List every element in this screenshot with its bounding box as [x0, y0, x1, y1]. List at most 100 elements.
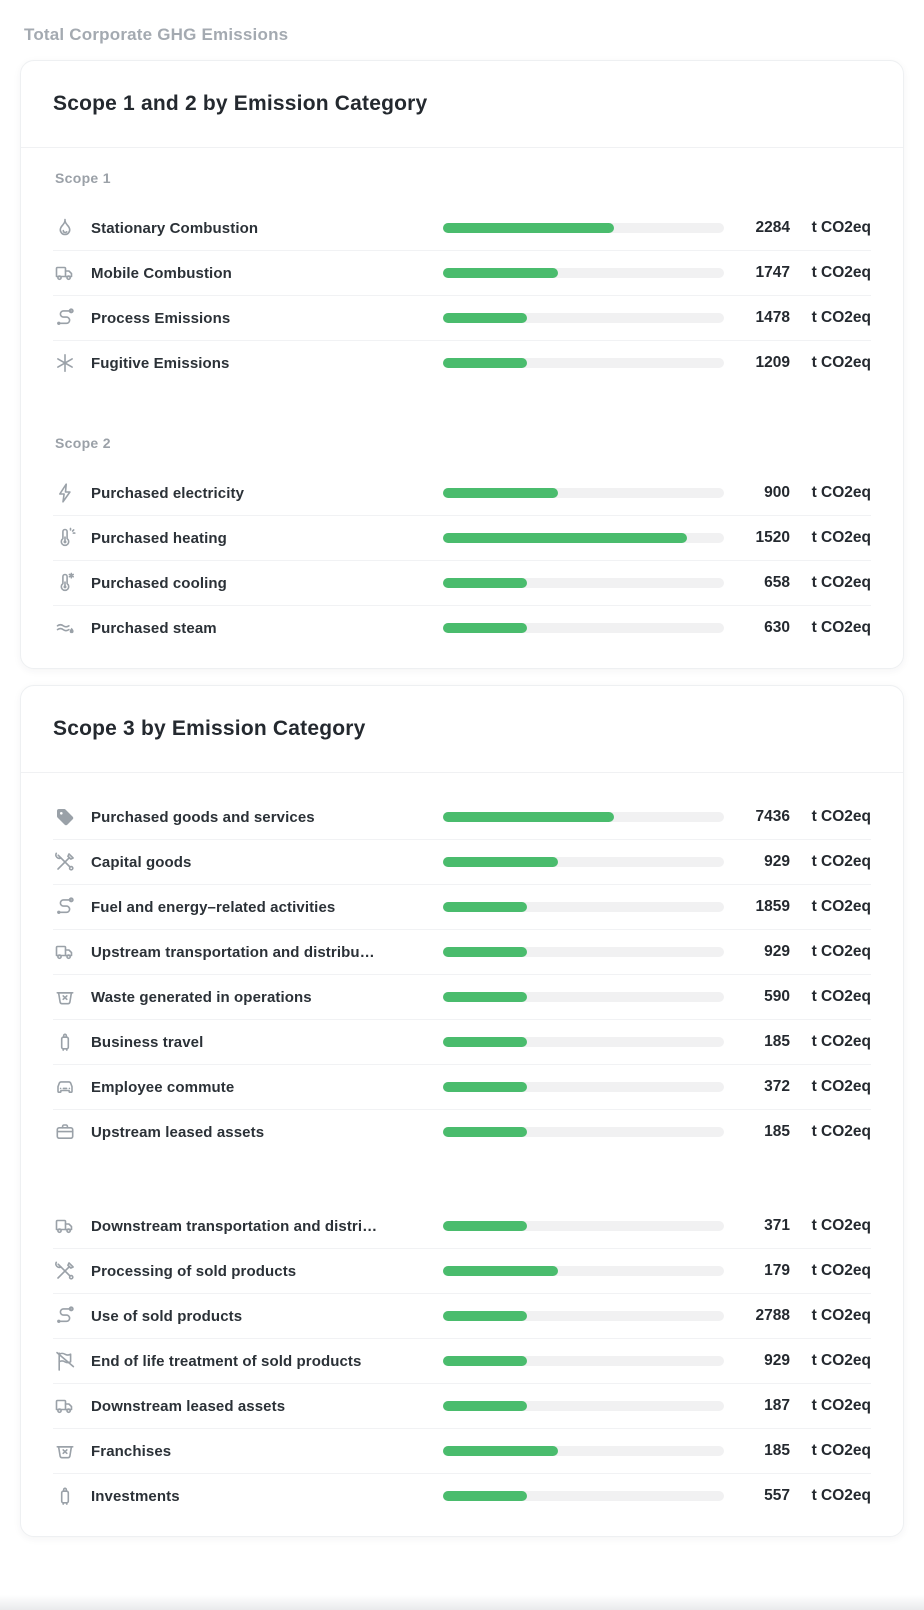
emission-row: Franchises 185 t CO2eq: [53, 1428, 871, 1473]
emission-bar: [443, 857, 724, 867]
emission-bar-fill: [443, 1356, 528, 1366]
emission-row: Downstream leased assets 187 t CO2eq: [53, 1383, 871, 1428]
truck-icon: [53, 1214, 77, 1238]
card-body: Purchased goods and services 7436 t CO2eq C…: [21, 773, 903, 1536]
emission-bar-fill: [443, 488, 559, 498]
emission-bar: [443, 947, 724, 957]
waste-basket-icon: [53, 1439, 77, 1463]
emission-category-label: Investments: [91, 1487, 180, 1505]
emission-bar: [443, 812, 724, 822]
emission-bar: [443, 533, 724, 543]
card-header: Scope 3 by Emission Category: [21, 686, 903, 773]
emission-unit: t CO2eq: [811, 898, 871, 915]
emission-category-label: Fuel and energy–related activities: [91, 898, 336, 916]
emission-value: 630: [764, 619, 790, 636]
emission-value: 185: [764, 1442, 790, 1459]
emission-bar-fill: [443, 1221, 528, 1231]
emission-category-label: Upstream transportation and distribu…: [91, 943, 375, 961]
section-label: Scope 2: [55, 435, 111, 451]
briefcase-icon: [53, 1120, 77, 1144]
emission-unit: t CO2eq: [811, 1487, 871, 1504]
emission-value: 557: [764, 1487, 790, 1504]
scope-3-card: Scope 3 by Emission Category Purchased g…: [20, 685, 904, 1537]
emission-bar: [443, 1311, 724, 1321]
emission-category-label: Downstream transportation and distri…: [91, 1217, 378, 1235]
emission-category-label: Waste generated in operations: [91, 988, 312, 1006]
emission-bar: [443, 578, 724, 588]
flag-slash-icon: [53, 1349, 77, 1373]
scope-1-and-2-card: Scope 1 and 2 by Emission Category Scope…: [20, 60, 904, 669]
emission-unit: t CO2eq: [811, 354, 871, 371]
scope-3-group-1: Purchased goods and services 7436 t CO2eq C…: [53, 777, 871, 1154]
emission-category-label: Purchased goods and services: [91, 808, 315, 826]
emission-bar: [443, 358, 724, 368]
emission-category-label: Capital goods: [91, 853, 192, 871]
emission-unit: t CO2eq: [811, 943, 871, 960]
snowflake-icon: [53, 351, 77, 375]
emission-bar: [443, 1082, 724, 1092]
emission-bar-fill: [443, 1311, 528, 1321]
emission-row: Employee commute 372 t CO2eq: [53, 1064, 871, 1109]
emission-row: Process Emissions 1478 t CO2eq: [53, 295, 871, 340]
luggage-icon: [53, 1484, 77, 1508]
emission-unit: t CO2eq: [811, 1078, 871, 1095]
emission-row: Mobile Combustion 1747 t CO2eq: [53, 250, 871, 295]
emission-rows: Purchased goods and services 7436 t CO2eq C…: [53, 795, 871, 1154]
tools-icon: [53, 850, 77, 874]
emission-value: 1747: [755, 264, 790, 281]
emission-category-label: Upstream leased assets: [91, 1123, 265, 1141]
emission-rows: Stationary Combustion 2284 t CO2eq Mobile C…: [53, 206, 871, 385]
emission-unit: t CO2eq: [811, 1262, 871, 1279]
page-title: Total Corporate GHG Emissions: [24, 25, 289, 44]
steam-icon: [53, 616, 77, 640]
emission-row: Investments 557 t CO2eq: [53, 1473, 871, 1518]
waste-basket-icon: [53, 985, 77, 1009]
emission-bar: [443, 313, 724, 323]
emission-value: 900: [764, 484, 790, 501]
emission-unit: t CO2eq: [811, 1033, 871, 1050]
emission-bar: [443, 623, 724, 633]
thermometer-snow-icon: [53, 571, 77, 595]
emission-row: Upstream leased assets 185 t CO2eq: [53, 1109, 871, 1154]
emission-category-label: Downstream leased assets: [91, 1397, 286, 1415]
card-header: Scope 1 and 2 by Emission Category: [21, 61, 903, 148]
emission-bar-fill: [443, 1491, 528, 1501]
emission-bar-fill: [443, 947, 528, 957]
emission-row: Stationary Combustion 2284 t CO2eq: [53, 206, 871, 250]
emission-rows: Downstream transportation and distri… 371…: [53, 1204, 871, 1518]
emission-unit: t CO2eq: [811, 1307, 871, 1324]
emission-category-label: Stationary Combustion: [91, 219, 259, 237]
section-scope-1: Scope 1 Stationary Combustion 2284 t CO2eq M…: [53, 152, 871, 385]
emission-row: Purchased steam 630 t CO2eq: [53, 605, 871, 650]
emission-rows: Purchased electricity 900 t CO2eq Purchased…: [53, 471, 871, 650]
emission-category-label: Purchased electricity: [91, 484, 245, 502]
emission-bar-fill: [443, 623, 528, 633]
section-label: Scope 1: [55, 170, 111, 186]
emission-unit: t CO2eq: [811, 1123, 871, 1140]
emission-row: End of life treatment of sold products 92…: [53, 1338, 871, 1383]
card-body: Scope 1 Stationary Combustion 2284 t CO2eq M…: [21, 148, 903, 668]
emission-bar: [443, 1446, 724, 1456]
luggage-icon: [53, 1030, 77, 1054]
emission-unit: t CO2eq: [811, 1352, 871, 1369]
emission-value: 185: [764, 1123, 790, 1140]
emission-category-label: Use of sold products: [91, 1307, 243, 1325]
emission-bar-fill: [443, 578, 528, 588]
emission-bar-fill: [443, 1082, 528, 1092]
emission-value: 7436: [755, 808, 790, 825]
emission-unit: t CO2eq: [811, 619, 871, 636]
emission-bar: [443, 1127, 724, 1137]
emission-row: Waste generated in operations 590 t CO2eq: [53, 974, 871, 1019]
emission-row: Purchased cooling 658 t CO2eq: [53, 560, 871, 605]
emission-unit: t CO2eq: [811, 264, 871, 281]
emission-bar-fill: [443, 358, 528, 368]
emission-category-label: Fugitive Emissions: [91, 354, 230, 372]
process-route-icon: [53, 306, 77, 330]
emission-value: 658: [764, 574, 790, 591]
emission-row: Processing of sold products 179 t CO2eq: [53, 1248, 871, 1293]
emission-row: Fugitive Emissions 1209 t CO2eq: [53, 340, 871, 385]
emission-value: 372: [764, 1078, 790, 1095]
truck-icon: [53, 261, 77, 285]
emission-row: Purchased heating 1520 t CO2eq: [53, 515, 871, 560]
